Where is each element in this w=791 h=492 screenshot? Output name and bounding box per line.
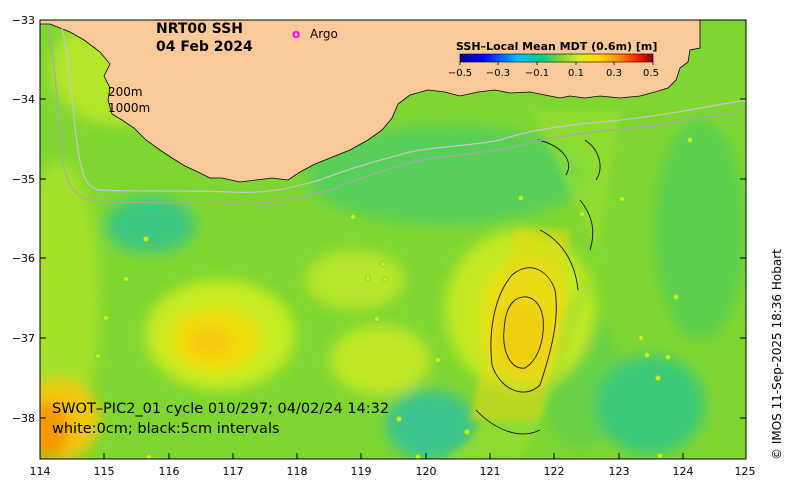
colorbar-tick-label: −0.3: [486, 68, 510, 79]
x-tick-label: 120: [416, 465, 437, 478]
x-axis-labels: 114 115 116 117 118 119 120 121 122 123 …: [30, 465, 756, 478]
isobath-200m-label: 200m: [108, 85, 143, 99]
colorbar-labels: −0.5 −0.3 −0.1 0.1 0.3 0.5: [448, 68, 659, 79]
ssh-field: [40, 20, 746, 459]
x-tick-label: 114: [30, 465, 51, 478]
y-tick-label: −36: [12, 252, 35, 265]
isobath-1000m-label: 1000m: [108, 101, 150, 115]
x-tick-label: 118: [287, 465, 308, 478]
map-title-line2: 04 Feb 2024: [156, 39, 253, 55]
x-tick-label: 115: [94, 465, 115, 478]
map-title-line1: NRT00 SSH: [156, 21, 243, 37]
colorbar-tick-label: 0.3: [606, 68, 622, 79]
colorbar-ticks: [459, 62, 654, 65]
x-tick-label: 124: [673, 465, 694, 478]
argo-marker-icon: o: [292, 27, 300, 41]
credit-text: © IMOS 11-Sep-2025 18:36 Hobart: [770, 249, 784, 460]
isobath-1000m: [47, 27, 746, 205]
drifter-dots: [95, 137, 693, 459]
y-tick-label: −33: [12, 14, 35, 27]
tick-marks: [39, 19, 747, 459]
colorbar: [459, 53, 654, 63]
swot-contours: [475, 139, 601, 435]
x-tick-label: 122: [544, 465, 565, 478]
y-tick-label: −37: [12, 332, 35, 345]
argo-legend-label: Argo: [310, 27, 338, 41]
isobath-200m: [61, 27, 746, 193]
y-tick-label: −34: [12, 93, 35, 106]
swot-caption-line1: SWOT–PIC2_01 cycle 010/297; 04/02/24 14:…: [52, 401, 389, 417]
colorbar-tick-label: 0.1: [568, 68, 584, 79]
y-tick-label: −35: [12, 173, 35, 186]
colorbar-title: SSH–Local Mean MDT (0.6m) [m]: [456, 40, 657, 53]
x-tick-label: 116: [159, 465, 180, 478]
y-axis-labels: −33 −34 −35 −36 −37 −38: [12, 14, 35, 425]
x-tick-label: 125: [735, 465, 756, 478]
x-tick-label: 117: [223, 465, 244, 478]
y-tick-label: −38: [12, 412, 35, 425]
x-tick-label: 123: [609, 465, 630, 478]
x-tick-label: 119: [351, 465, 372, 478]
colorbar-tick-label: 0.5: [643, 68, 659, 79]
swot-caption-line2: white:0cm; black:5cm intervals: [52, 421, 280, 437]
colorbar-tick-label: −0.5: [448, 68, 472, 79]
x-tick-label: 121: [480, 465, 501, 478]
colorbar-tick-label: −0.1: [525, 68, 549, 79]
plot-frame: [39, 19, 747, 460]
